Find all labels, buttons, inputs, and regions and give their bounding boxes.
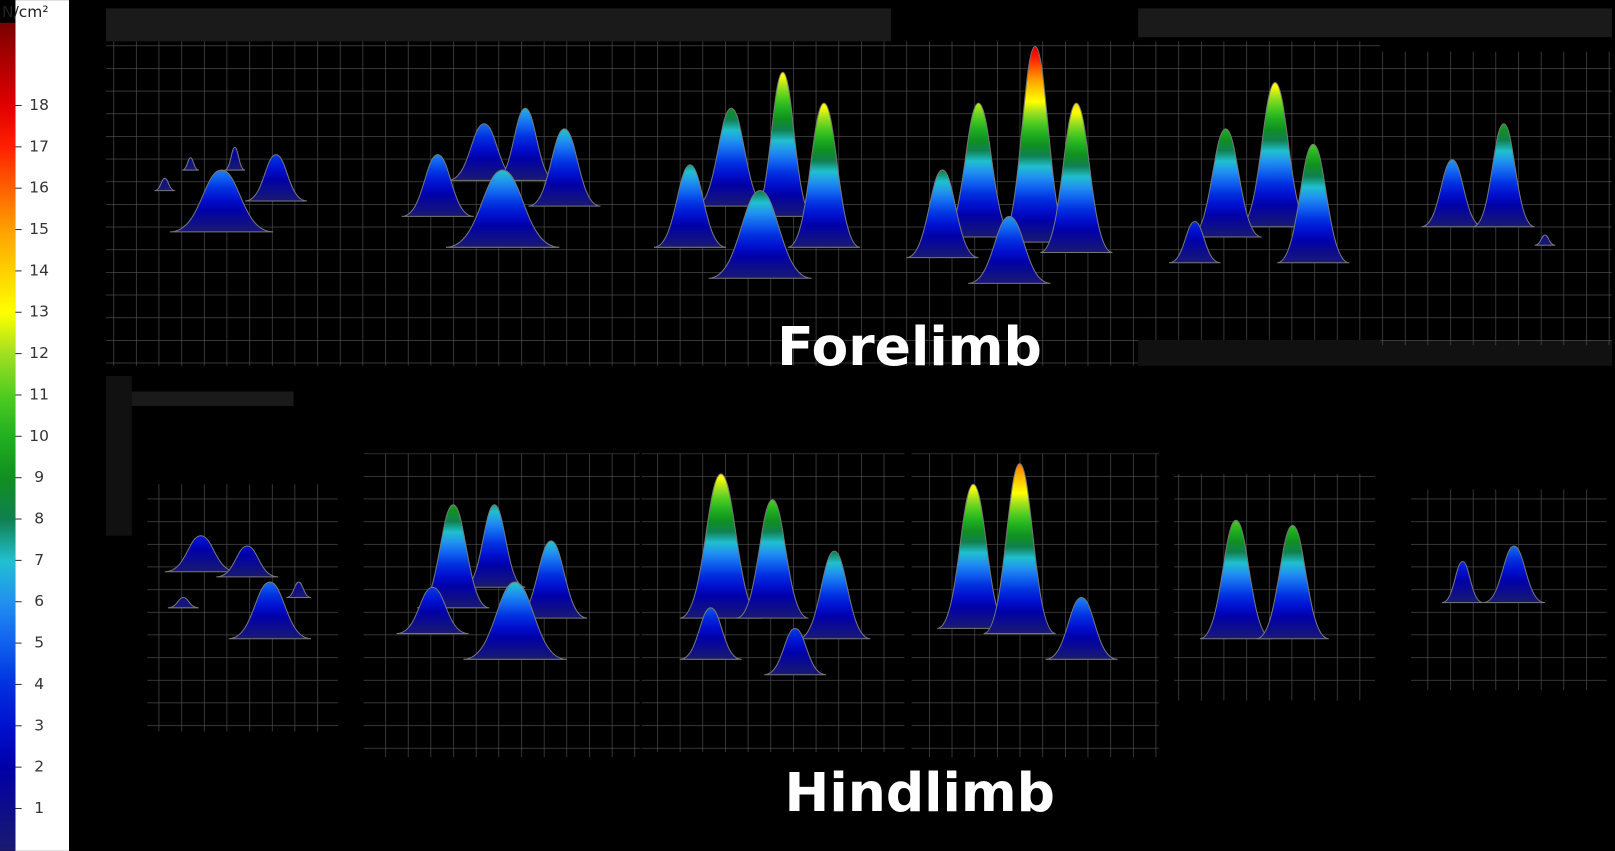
peak: [463, 504, 526, 588]
tick-label: 4: [34, 675, 44, 693]
peak: [514, 540, 588, 619]
tick-label: 12: [29, 344, 49, 362]
peak: [983, 463, 1056, 635]
peak: [169, 169, 273, 233]
forelimb-label: Forelimb: [777, 315, 1042, 378]
peak: [528, 128, 601, 207]
tick-label: 9: [34, 468, 44, 486]
peak: [942, 102, 1015, 238]
peak: [401, 154, 474, 217]
tick-label: 17: [29, 137, 49, 155]
colorbar-unit: N/cm²: [2, 3, 48, 21]
tick-label: 16: [29, 179, 49, 197]
peak: [695, 107, 768, 207]
peak: [653, 164, 727, 248]
tick-label: 7: [34, 551, 44, 569]
peak: [1472, 123, 1535, 228]
colorbar: [0, 22, 16, 851]
peak: [224, 146, 246, 171]
tick-label: 6: [34, 592, 44, 610]
peak: [445, 169, 560, 248]
peak: [1256, 524, 1329, 640]
tick-label: 13: [29, 303, 49, 321]
peak: [736, 499, 809, 619]
peak: [708, 190, 812, 279]
peak: [1040, 102, 1113, 253]
peak: [798, 550, 871, 640]
tick-label: 1: [34, 799, 44, 817]
tick-label: 14: [29, 261, 49, 279]
peak: [1277, 143, 1350, 264]
peak: [751, 71, 814, 217]
peak: [463, 581, 567, 660]
peak: [968, 215, 1051, 284]
peak: [228, 581, 312, 640]
peak: [1483, 545, 1546, 604]
tick-label: 5: [34, 634, 44, 652]
peak: [679, 473, 763, 619]
peak: [396, 586, 469, 635]
peak: [164, 535, 237, 573]
peak: [494, 107, 557, 181]
peak: [182, 157, 199, 171]
peak: [906, 169, 979, 259]
peak: [286, 581, 312, 599]
tick-label: 3: [34, 716, 44, 734]
hindlimb-label: Hindlimb: [785, 761, 1055, 824]
tick-label: 11: [29, 385, 49, 403]
peak: [417, 504, 490, 609]
panels: [106, 8, 1612, 536]
peak: [245, 154, 308, 202]
peak: [679, 607, 742, 660]
peak: [1189, 128, 1262, 238]
peak: [216, 545, 279, 578]
peak: [1534, 234, 1556, 246]
peak: [764, 627, 827, 676]
peak: [154, 177, 176, 192]
peak: [1421, 159, 1484, 228]
pressure-peaks: [154, 45, 1556, 676]
tick-label: 8: [34, 510, 44, 528]
peak: [167, 596, 199, 609]
peak: [787, 102, 861, 248]
tick-label: 2: [34, 758, 44, 776]
tick-label: 10: [29, 427, 49, 445]
colorbar-panel: [15, 0, 70, 851]
floor-grid: [1174, 473, 1376, 701]
tick-label: 18: [29, 96, 49, 114]
peak: [1441, 560, 1484, 604]
tick-label: 15: [29, 220, 49, 238]
peak: [1168, 221, 1221, 264]
peak: [1199, 519, 1273, 640]
peak: [1045, 596, 1118, 660]
